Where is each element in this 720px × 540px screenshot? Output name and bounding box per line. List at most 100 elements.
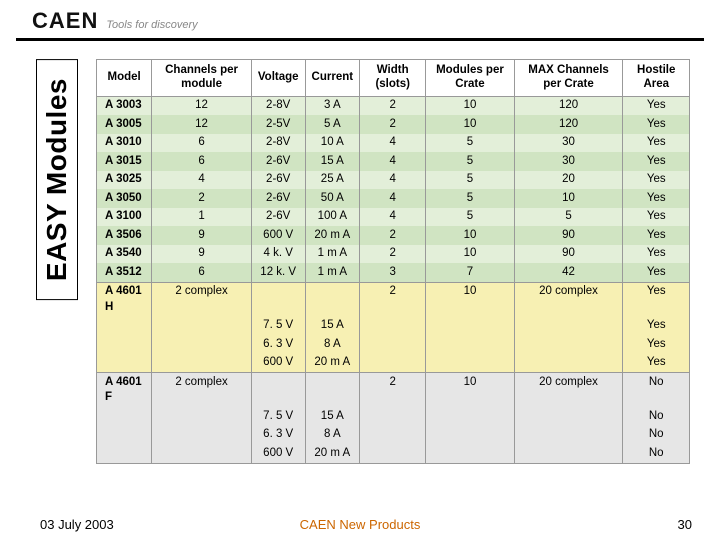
table-row: A 310012-6V100 A455Yes	[97, 208, 690, 227]
side-label: EASY Modules	[36, 59, 78, 300]
data-cell	[360, 407, 426, 426]
data-cell: 5	[426, 152, 514, 171]
table-row: A 301562-6V15 A4530Yes	[97, 152, 690, 171]
data-cell: 15 A	[305, 407, 360, 426]
data-cell: 2	[360, 373, 426, 408]
data-cell: 12	[152, 115, 252, 134]
col-hostile: Hostile Area	[623, 60, 690, 97]
model-cell: A 3025	[97, 171, 152, 190]
data-cell	[305, 373, 360, 408]
data-cell: Yes	[623, 115, 690, 134]
data-cell: 1 m A	[305, 245, 360, 264]
data-cell: No	[623, 407, 690, 426]
model-cell: A 3540	[97, 245, 152, 264]
table-row: A 35069600 V20 m A21090Yes	[97, 226, 690, 245]
model-cell	[97, 444, 152, 463]
data-cell	[152, 317, 252, 336]
data-cell	[514, 354, 623, 373]
data-cell: 2	[360, 245, 426, 264]
data-cell: 6. 3 V	[251, 426, 305, 445]
section-a4601f: A 4601 F2 complex21020 complexNo7. 5 V15…	[97, 373, 690, 464]
data-cell: 90	[514, 245, 623, 264]
data-cell: 2-8V	[251, 96, 305, 115]
table-row: A 3003122-8V3 A210120Yes	[97, 96, 690, 115]
data-cell: 4	[360, 208, 426, 227]
data-cell: 2	[152, 189, 252, 208]
table-row: A 3005122-5V5 A210120Yes	[97, 115, 690, 134]
header: CAEN Tools for discovery	[16, 0, 704, 41]
data-cell	[360, 317, 426, 336]
data-cell: Yes	[623, 152, 690, 171]
data-cell: 600 V	[251, 226, 305, 245]
table-row: A 305022-6V50 A4510Yes	[97, 189, 690, 208]
data-cell: 4	[152, 171, 252, 190]
modules-table: Model Channels per module Voltage Curren…	[96, 59, 690, 464]
data-cell: 10	[426, 96, 514, 115]
data-cell: 2	[360, 226, 426, 245]
data-cell: Yes	[623, 263, 690, 282]
data-cell: 3 A	[305, 96, 360, 115]
data-cell	[426, 444, 514, 463]
data-cell	[360, 444, 426, 463]
data-cell	[251, 373, 305, 408]
data-cell: 2-5V	[251, 115, 305, 134]
table-row: A 354094 k. V1 m A21090Yes	[97, 245, 690, 264]
table-row: A 302542-6V25 A4520Yes	[97, 171, 690, 190]
data-cell	[360, 354, 426, 373]
data-cell: 600 V	[251, 354, 305, 373]
model-cell: A 3506	[97, 226, 152, 245]
data-cell: 120	[514, 115, 623, 134]
data-cell: 2-8V	[251, 134, 305, 153]
model-cell: A 4601 H	[97, 282, 152, 317]
tagline: Tools for discovery	[106, 19, 197, 31]
data-cell: 20 complex	[514, 373, 623, 408]
data-cell: Yes	[623, 282, 690, 317]
data-cell: 42	[514, 263, 623, 282]
data-cell: 600 V	[251, 444, 305, 463]
data-cell: 2-6V	[251, 189, 305, 208]
table-row: 600 V20 m AYes	[97, 354, 690, 373]
data-cell: No	[623, 444, 690, 463]
data-cell: 10	[514, 189, 623, 208]
data-cell: 1	[152, 208, 252, 227]
data-cell: 4	[360, 171, 426, 190]
data-cell: Yes	[623, 245, 690, 264]
data-cell	[514, 407, 623, 426]
data-cell: Yes	[623, 171, 690, 190]
data-cell: 2-6V	[251, 208, 305, 227]
table-row: 600 V20 m ANo	[97, 444, 690, 463]
data-cell: 5	[426, 134, 514, 153]
footer-title: CAEN New Products	[300, 517, 421, 532]
data-cell: 2 complex	[152, 282, 252, 317]
data-cell	[514, 444, 623, 463]
data-cell	[152, 354, 252, 373]
model-cell: A 3010	[97, 134, 152, 153]
col-model: Model	[97, 60, 152, 97]
model-cell: A 4601 F	[97, 373, 152, 408]
section-a3000: A 3003122-8V3 A210120YesA 3005122-5V5 A2…	[97, 96, 690, 282]
data-cell: 9	[152, 245, 252, 264]
data-cell	[152, 426, 252, 445]
data-cell: 25 A	[305, 171, 360, 190]
data-cell: 10	[426, 245, 514, 264]
data-cell: 7	[426, 263, 514, 282]
logo: CAEN	[32, 8, 98, 34]
data-cell: 10	[426, 226, 514, 245]
model-cell: A 3005	[97, 115, 152, 134]
table-row: 7. 5 V15 AYes	[97, 317, 690, 336]
data-cell: 2	[360, 115, 426, 134]
data-cell: 7. 5 V	[251, 407, 305, 426]
data-cell: 20 complex	[514, 282, 623, 317]
table-row: 7. 5 V15 A No	[97, 407, 690, 426]
table-row: A 301062-8V10 A4530Yes	[97, 134, 690, 153]
model-cell: A 3050	[97, 189, 152, 208]
data-cell: Yes	[623, 189, 690, 208]
data-cell: 5	[514, 208, 623, 227]
data-cell: 100 A	[305, 208, 360, 227]
table-row: A 3512612 k. V1 m A3742Yes	[97, 263, 690, 282]
data-cell: No	[623, 426, 690, 445]
data-cell: 12 k. V	[251, 263, 305, 282]
data-cell: 5	[426, 189, 514, 208]
data-cell: 50 A	[305, 189, 360, 208]
model-cell: A 3100	[97, 208, 152, 227]
